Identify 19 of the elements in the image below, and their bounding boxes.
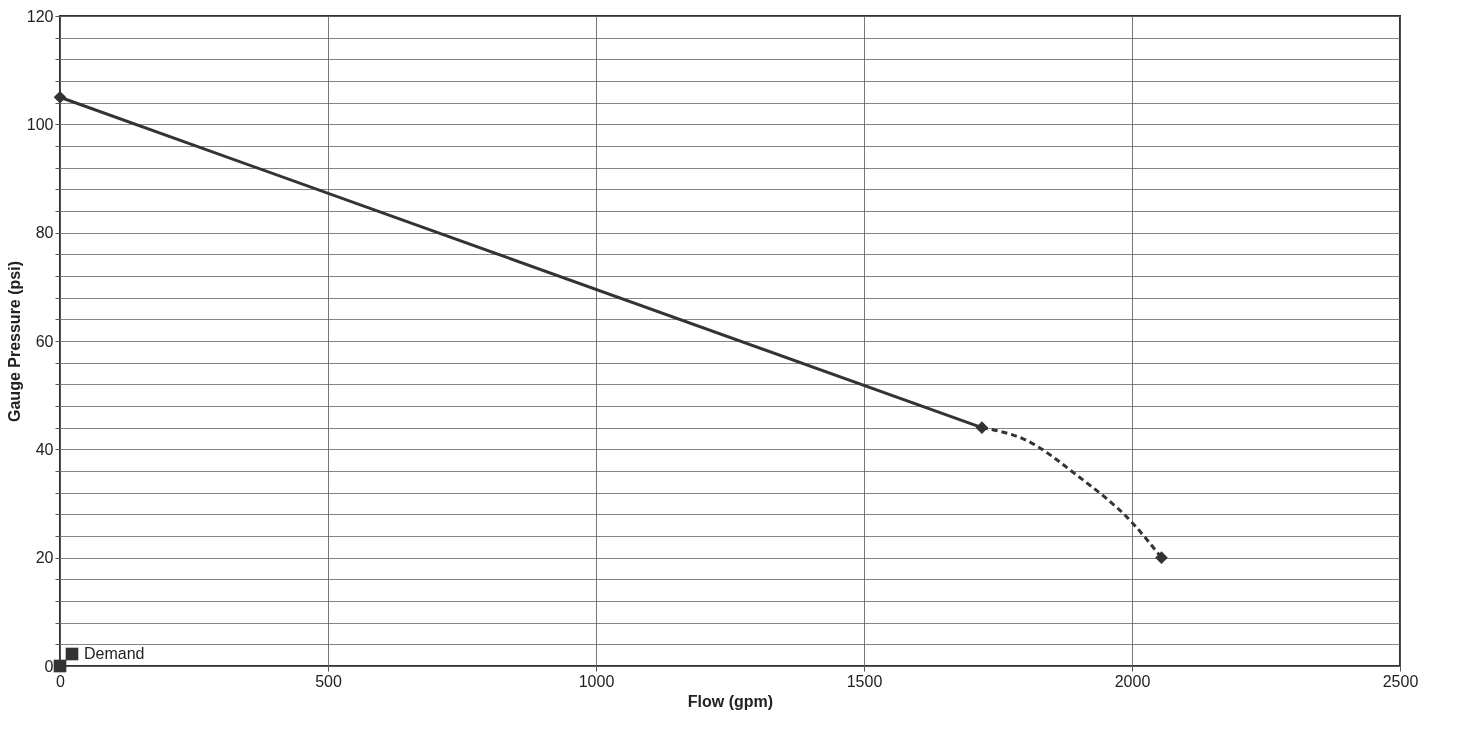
y-tick-label: 20 bbox=[35, 549, 54, 567]
point bbox=[1155, 551, 1168, 564]
x-tick-label: 2000 bbox=[1114, 672, 1151, 690]
x-axis-title: Flow (gpm) bbox=[687, 692, 774, 710]
y-axis-title: Gauge Pressure (psi) bbox=[5, 261, 23, 422]
x-tick-label: 0 bbox=[56, 672, 66, 690]
y-tick-label: 100 bbox=[26, 115, 54, 133]
y-tick-label: 0 bbox=[44, 657, 54, 675]
point bbox=[53, 90, 67, 104]
x-tick-label: 1000 bbox=[578, 672, 615, 690]
x-tick-label: 2500 bbox=[1382, 672, 1419, 690]
x-tick-label: 1500 bbox=[846, 672, 883, 690]
y-tick-label: 60 bbox=[35, 332, 54, 350]
point bbox=[53, 659, 67, 673]
x-tick-label: 500 bbox=[315, 672, 342, 690]
y-tick-label: 80 bbox=[35, 224, 54, 242]
y-tick-label: 40 bbox=[35, 440, 54, 458]
y-tick-label: 120 bbox=[26, 7, 54, 25]
legend-label: Demand bbox=[84, 645, 145, 662]
